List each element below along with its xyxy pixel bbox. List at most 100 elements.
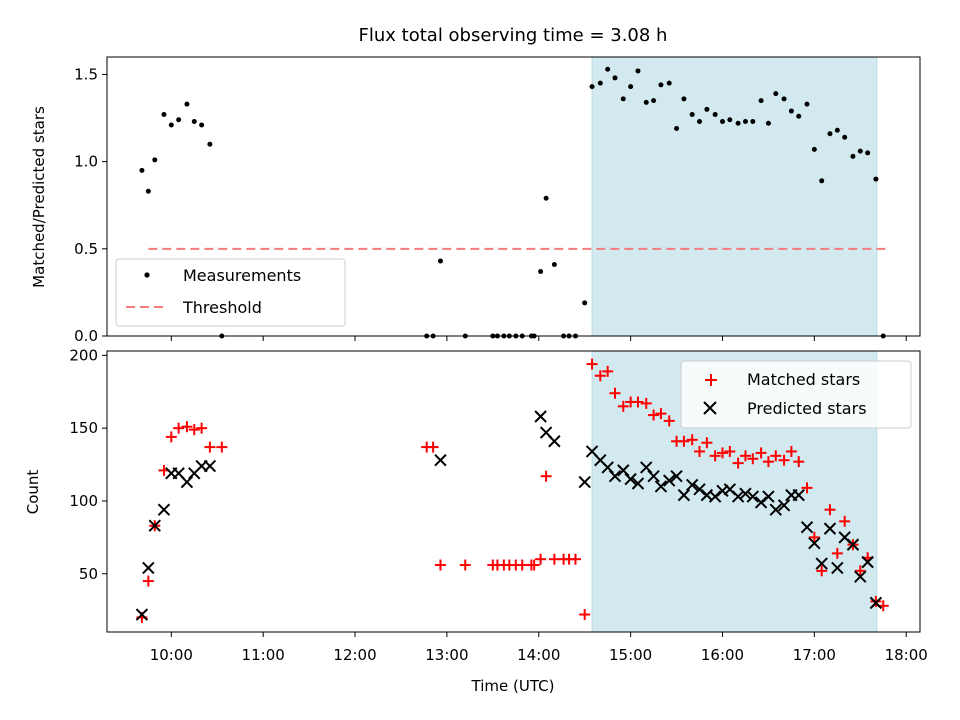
matched-star-point (732, 457, 744, 469)
measurement-point (161, 112, 167, 118)
measurement-point (811, 146, 817, 152)
measurement-point (704, 106, 710, 112)
predicted-star-point (731, 490, 745, 503)
predicted-star-point (548, 435, 561, 448)
top-panel: 0.0 0.5 1.0 1.5 Matched/Predicted stars Mea… (30, 56, 921, 345)
measurement-point (788, 108, 794, 114)
matched-star-point (427, 441, 439, 453)
matched-star-point (747, 453, 759, 465)
matched-star-point (640, 397, 652, 409)
bottom-y-tick-label: 50 (79, 565, 98, 583)
measurement-point (437, 258, 443, 264)
measurement-point (635, 68, 641, 74)
matched-star-point (535, 553, 547, 565)
measurement-point (735, 120, 741, 126)
matched-star-point (801, 482, 813, 494)
measurement-point (589, 84, 595, 90)
measurement-point (689, 112, 695, 118)
predicted-star-point (739, 487, 752, 500)
predicted-star-point (777, 499, 791, 512)
measurement-point (658, 82, 664, 88)
matched-star-point (770, 450, 782, 462)
measurement-point (842, 134, 848, 140)
predicted-legend-marker (703, 401, 717, 415)
predicted-star-point (434, 453, 447, 467)
matched-star-point (831, 547, 843, 559)
matched-star-point (716, 447, 728, 459)
measurement-point (796, 113, 802, 119)
predicted-star-point (861, 555, 874, 569)
matched-star-point (793, 456, 805, 468)
measurement-point (674, 125, 680, 131)
bottom-panel: 10:00 11:00 12:00 13:00 14:00 15:00 16:00 17:00… (24, 346, 928, 695)
measurement-point (543, 195, 549, 201)
x-axis-label: Time (UTC) (471, 677, 555, 695)
measurement-point (781, 96, 787, 102)
chart-title: Flux total observing time = 3.08 h (359, 25, 668, 46)
predicted-star-point (792, 488, 805, 502)
measurement-point (712, 112, 718, 118)
predicted-star-point (769, 503, 782, 516)
measurement-point (139, 167, 145, 173)
predicted-star-point (608, 470, 622, 483)
measurement-point (176, 117, 182, 123)
x-tick-label: 10:00 (150, 646, 193, 664)
predicted-star-point (670, 470, 683, 483)
top-axes-frame (106, 56, 921, 337)
top-x-ticks (170, 336, 907, 341)
measurement-point (620, 96, 626, 102)
predicted-star-point (677, 488, 691, 502)
predicted-star-point (647, 470, 660, 483)
measurement-point (551, 262, 557, 268)
bottom-y-tick-label: 200 (69, 346, 98, 364)
matched-star-point (686, 434, 698, 446)
matched-star-point (663, 415, 675, 427)
matched-star-point (648, 409, 660, 421)
matched-star-point (216, 441, 228, 453)
matched-star-point (724, 445, 736, 457)
measurement-point (857, 148, 863, 154)
predicted-stars-points (135, 410, 883, 621)
predicted-star-point (716, 484, 729, 497)
predicted-star-point (135, 608, 149, 621)
measurement-point (742, 119, 748, 125)
matched-star-point (586, 358, 598, 370)
x-tick-label: 12:00 (333, 646, 376, 664)
top-legend: Measurements Threshold (115, 258, 346, 327)
measurement-point (612, 75, 618, 81)
matched-star-point (204, 441, 216, 453)
measurements-points (139, 66, 886, 339)
x-tick-label: 15:00 (609, 646, 652, 664)
top-y-tick-label: 1.0 (74, 153, 98, 171)
matched-star-point (570, 553, 582, 565)
top-y-tick-label: 1.5 (74, 65, 98, 83)
measurement-point (827, 131, 833, 137)
x-tick-label: 18:00 (885, 646, 928, 664)
matched-star-point (181, 421, 193, 433)
measurement-point (804, 101, 810, 107)
predicted-star-point (854, 570, 867, 583)
measurement-point (605, 66, 611, 72)
measurement-point (773, 91, 779, 97)
matched-star-point (540, 470, 552, 482)
matched-star-point (632, 396, 644, 408)
matched-star-point (609, 387, 621, 399)
matched-star-point (548, 553, 560, 565)
top-y-axis-label: Matched/Predicted stars (30, 106, 48, 288)
measurement-point (191, 119, 197, 125)
matched-star-point (142, 575, 154, 587)
bottom-y-tick-label: 100 (69, 492, 98, 510)
predicted-star-point (631, 477, 645, 490)
matched-legend-marker (705, 374, 717, 386)
matched-star-point (188, 424, 200, 436)
bottom-y-axis-label: Count (24, 470, 42, 515)
measurement-point (750, 119, 756, 125)
predicted-star-point (831, 561, 844, 575)
matched-stars-points (136, 358, 889, 623)
measurement-point (145, 188, 151, 194)
measurement-point (727, 117, 733, 123)
matched-star-point (854, 565, 866, 577)
legend-measurements-label: Measurements (183, 266, 301, 285)
matched-star-point (709, 450, 721, 462)
